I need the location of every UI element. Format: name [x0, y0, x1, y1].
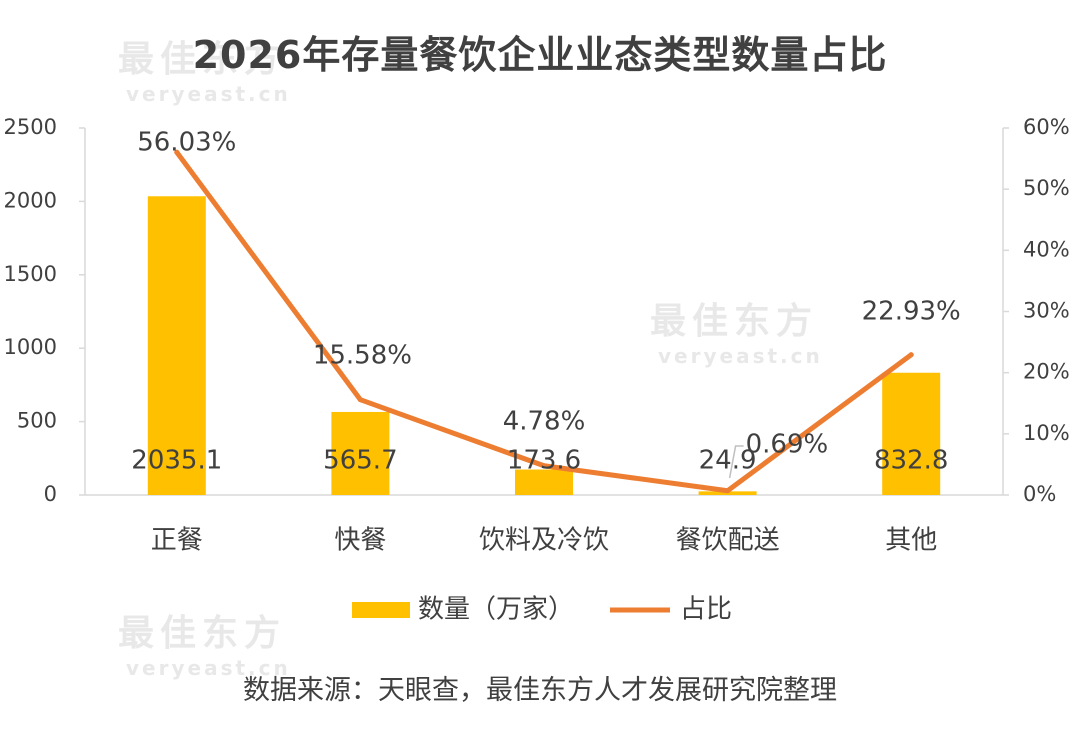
y-right-tick-label: 10% [1023, 421, 1070, 445]
legend-swatch-bar [352, 602, 410, 618]
y-left-tick-label: 2500 [4, 115, 57, 139]
line-data-label: 22.93% [862, 297, 961, 327]
legend-label-bar: 数量（万家） [418, 595, 574, 625]
x-tick-label: 其他 [885, 526, 937, 556]
x-tick-label: 餐饮配送 [676, 526, 780, 556]
bar-data-label: 24.9 [699, 446, 757, 476]
y-right-tick-label: 50% [1023, 176, 1070, 200]
bar-data-label: 173.6 [507, 446, 581, 476]
bar-data-label: 2035.1 [131, 446, 222, 476]
line-data-label: 0.69% [746, 430, 829, 460]
x-tick-label: 饮料及冷饮 [479, 526, 609, 556]
data-label-leader [728, 445, 744, 479]
bar-data-label: 565.7 [323, 446, 397, 476]
chart-title: 2026年存量餐饮企业业态类型数量占比 [192, 33, 888, 77]
line-point [725, 488, 731, 494]
line-point [541, 463, 547, 469]
y-right-tick-label: 60% [1023, 115, 1070, 139]
y-right-tick-label: 40% [1023, 237, 1070, 261]
bar [147, 196, 206, 495]
bar [882, 372, 941, 495]
bar [331, 411, 390, 495]
y-left-tick-label: 0 [44, 482, 57, 506]
bar-data-label: 832.8 [874, 446, 948, 476]
line-point [174, 149, 180, 155]
source-note: 数据来源：天眼查，最佳东方人才发展研究院整理 [243, 675, 837, 706]
x-tick-label: 正餐 [151, 526, 203, 556]
y-right-tick-label: 20% [1023, 360, 1070, 384]
line-data-label: 15.58% [313, 341, 412, 371]
line-data-label: 4.78% [503, 407, 586, 437]
bar [515, 469, 573, 495]
y-left-tick-label: 500 [17, 409, 57, 433]
legend-label-line: 占比 [680, 595, 732, 625]
line-point [908, 352, 914, 358]
line-point [357, 397, 363, 403]
y-right-tick-label: 30% [1023, 299, 1070, 323]
y-left-tick-label: 1500 [4, 262, 57, 286]
y-right-tick-label: 0% [1023, 482, 1056, 506]
x-tick-label: 快餐 [334, 526, 386, 556]
y-left-tick-label: 2000 [4, 188, 57, 212]
y-left-tick-label: 1000 [4, 335, 57, 359]
line-data-label: 56.03% [137, 128, 236, 158]
